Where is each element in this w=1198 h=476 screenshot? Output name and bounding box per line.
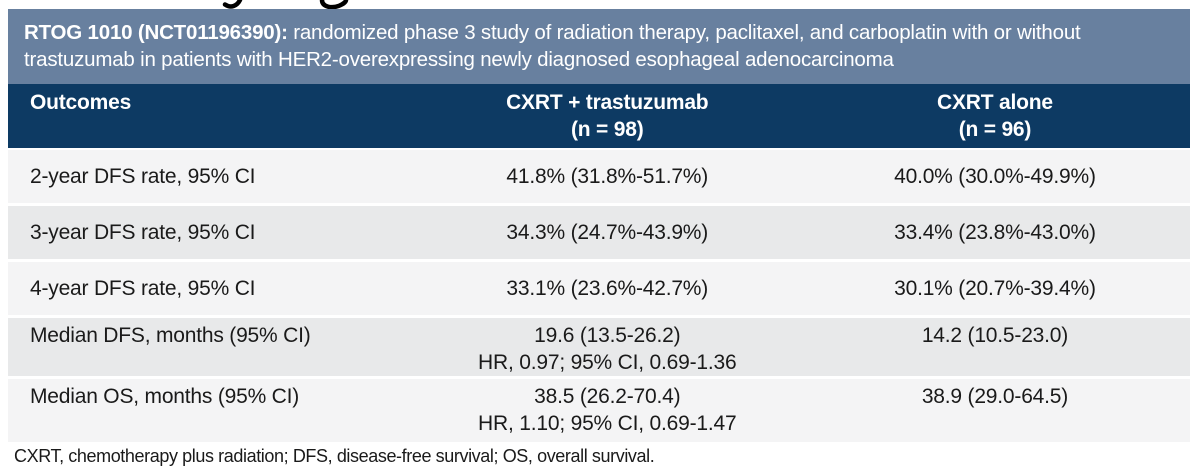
study-id: RTOG 1010 (NCT01196390):: [24, 21, 288, 44]
outcome-cell: Median OS, months (95% CI): [30, 385, 300, 408]
alone-value: 38.9 (29.0-64.5): [921, 385, 1069, 408]
table-row: 2-year DFS rate, 95% CI 41.8% (31.8%-51.…: [8, 150, 1190, 203]
column-header-outcomes: Outcomes: [30, 91, 132, 114]
trastuzumab-value: 33.1% (23.6%-42.7%): [506, 277, 709, 300]
table-row: Median DFS, months (95% CI) 19.6 (13.5-2…: [8, 318, 1190, 376]
column-header-cxrt-alone-n: (n = 96): [958, 118, 1032, 141]
table-row: Median OS, months (95% CI) 38.5 (26.2-70…: [8, 379, 1190, 442]
trastuzumab-value: 41.8% (31.8%-51.7%): [506, 165, 709, 188]
outcome-cell: 3-year DFS rate, 95% CI: [30, 221, 256, 244]
column-header-trastuzumab-n: (n = 98): [571, 118, 644, 141]
table-row: 3-year DFS rate, 95% CI 34.3% (24.7%-43.…: [8, 206, 1190, 259]
alone-value: 14.2 (10.5-23.0): [921, 324, 1069, 347]
abbreviations-footnote: CXRT, chemotherapy plus radiation; DFS, …: [14, 446, 655, 466]
hazard-ratio-line: HR, 0.97; 95% CI, 0.69-1.36: [478, 351, 737, 374]
trastuzumab-value: 34.3% (24.7%-43.9%): [506, 221, 709, 244]
table-header-row: Outcomes CXRT + trastuzumab (n = 98) CXR…: [8, 84, 1190, 148]
hazard-ratio-line: HR, 1.10; 95% CI, 0.69-1.47: [478, 412, 737, 435]
study-description-line1: randomized phase 3 study of radiation th…: [293, 21, 1081, 44]
table-body: 2-year DFS rate, 95% CI 41.8% (31.8%-51.…: [8, 150, 1190, 442]
cropped-heading-fragment: [222, 0, 349, 9]
outcomes-table: RTOG 1010 (NCT01196390): randomized phas…: [8, 9, 1190, 445]
alone-value: 40.0% (30.0%-49.9%): [894, 165, 1096, 188]
column-header-trastuzumab: CXRT + trastuzumab (n = 98): [415, 89, 800, 148]
study-title-line1: RTOG 1010 (NCT01196390): randomized phas…: [24, 19, 1174, 46]
trastuzumab-value: 19.6 (13.5-26.2) HR, 0.97; 95% CI, 0.69-…: [415, 322, 800, 376]
study-title-band: RTOG 1010 (NCT01196390): randomized phas…: [8, 9, 1190, 84]
study-description-line2: trastuzumab in patients with HER2-overex…: [24, 48, 894, 71]
outcome-cell: 2-year DFS rate, 95% CI: [30, 165, 256, 188]
outcome-cell: Median DFS, months (95% CI): [30, 324, 311, 347]
alone-value: 33.4% (23.8%-43.0%): [894, 221, 1096, 244]
table-row: 4-year DFS rate, 95% CI 33.1% (23.6%-42.…: [8, 262, 1190, 315]
outcome-cell: 4-year DFS rate, 95% CI: [30, 277, 256, 300]
trastuzumab-value: 38.5 (26.2-70.4) HR, 1.10; 95% CI, 0.69-…: [415, 383, 800, 442]
alone-value: 30.1% (20.7%-39.4%): [894, 277, 1096, 300]
column-header-cxrt-alone: CXRT alone (n = 96): [800, 89, 1190, 148]
